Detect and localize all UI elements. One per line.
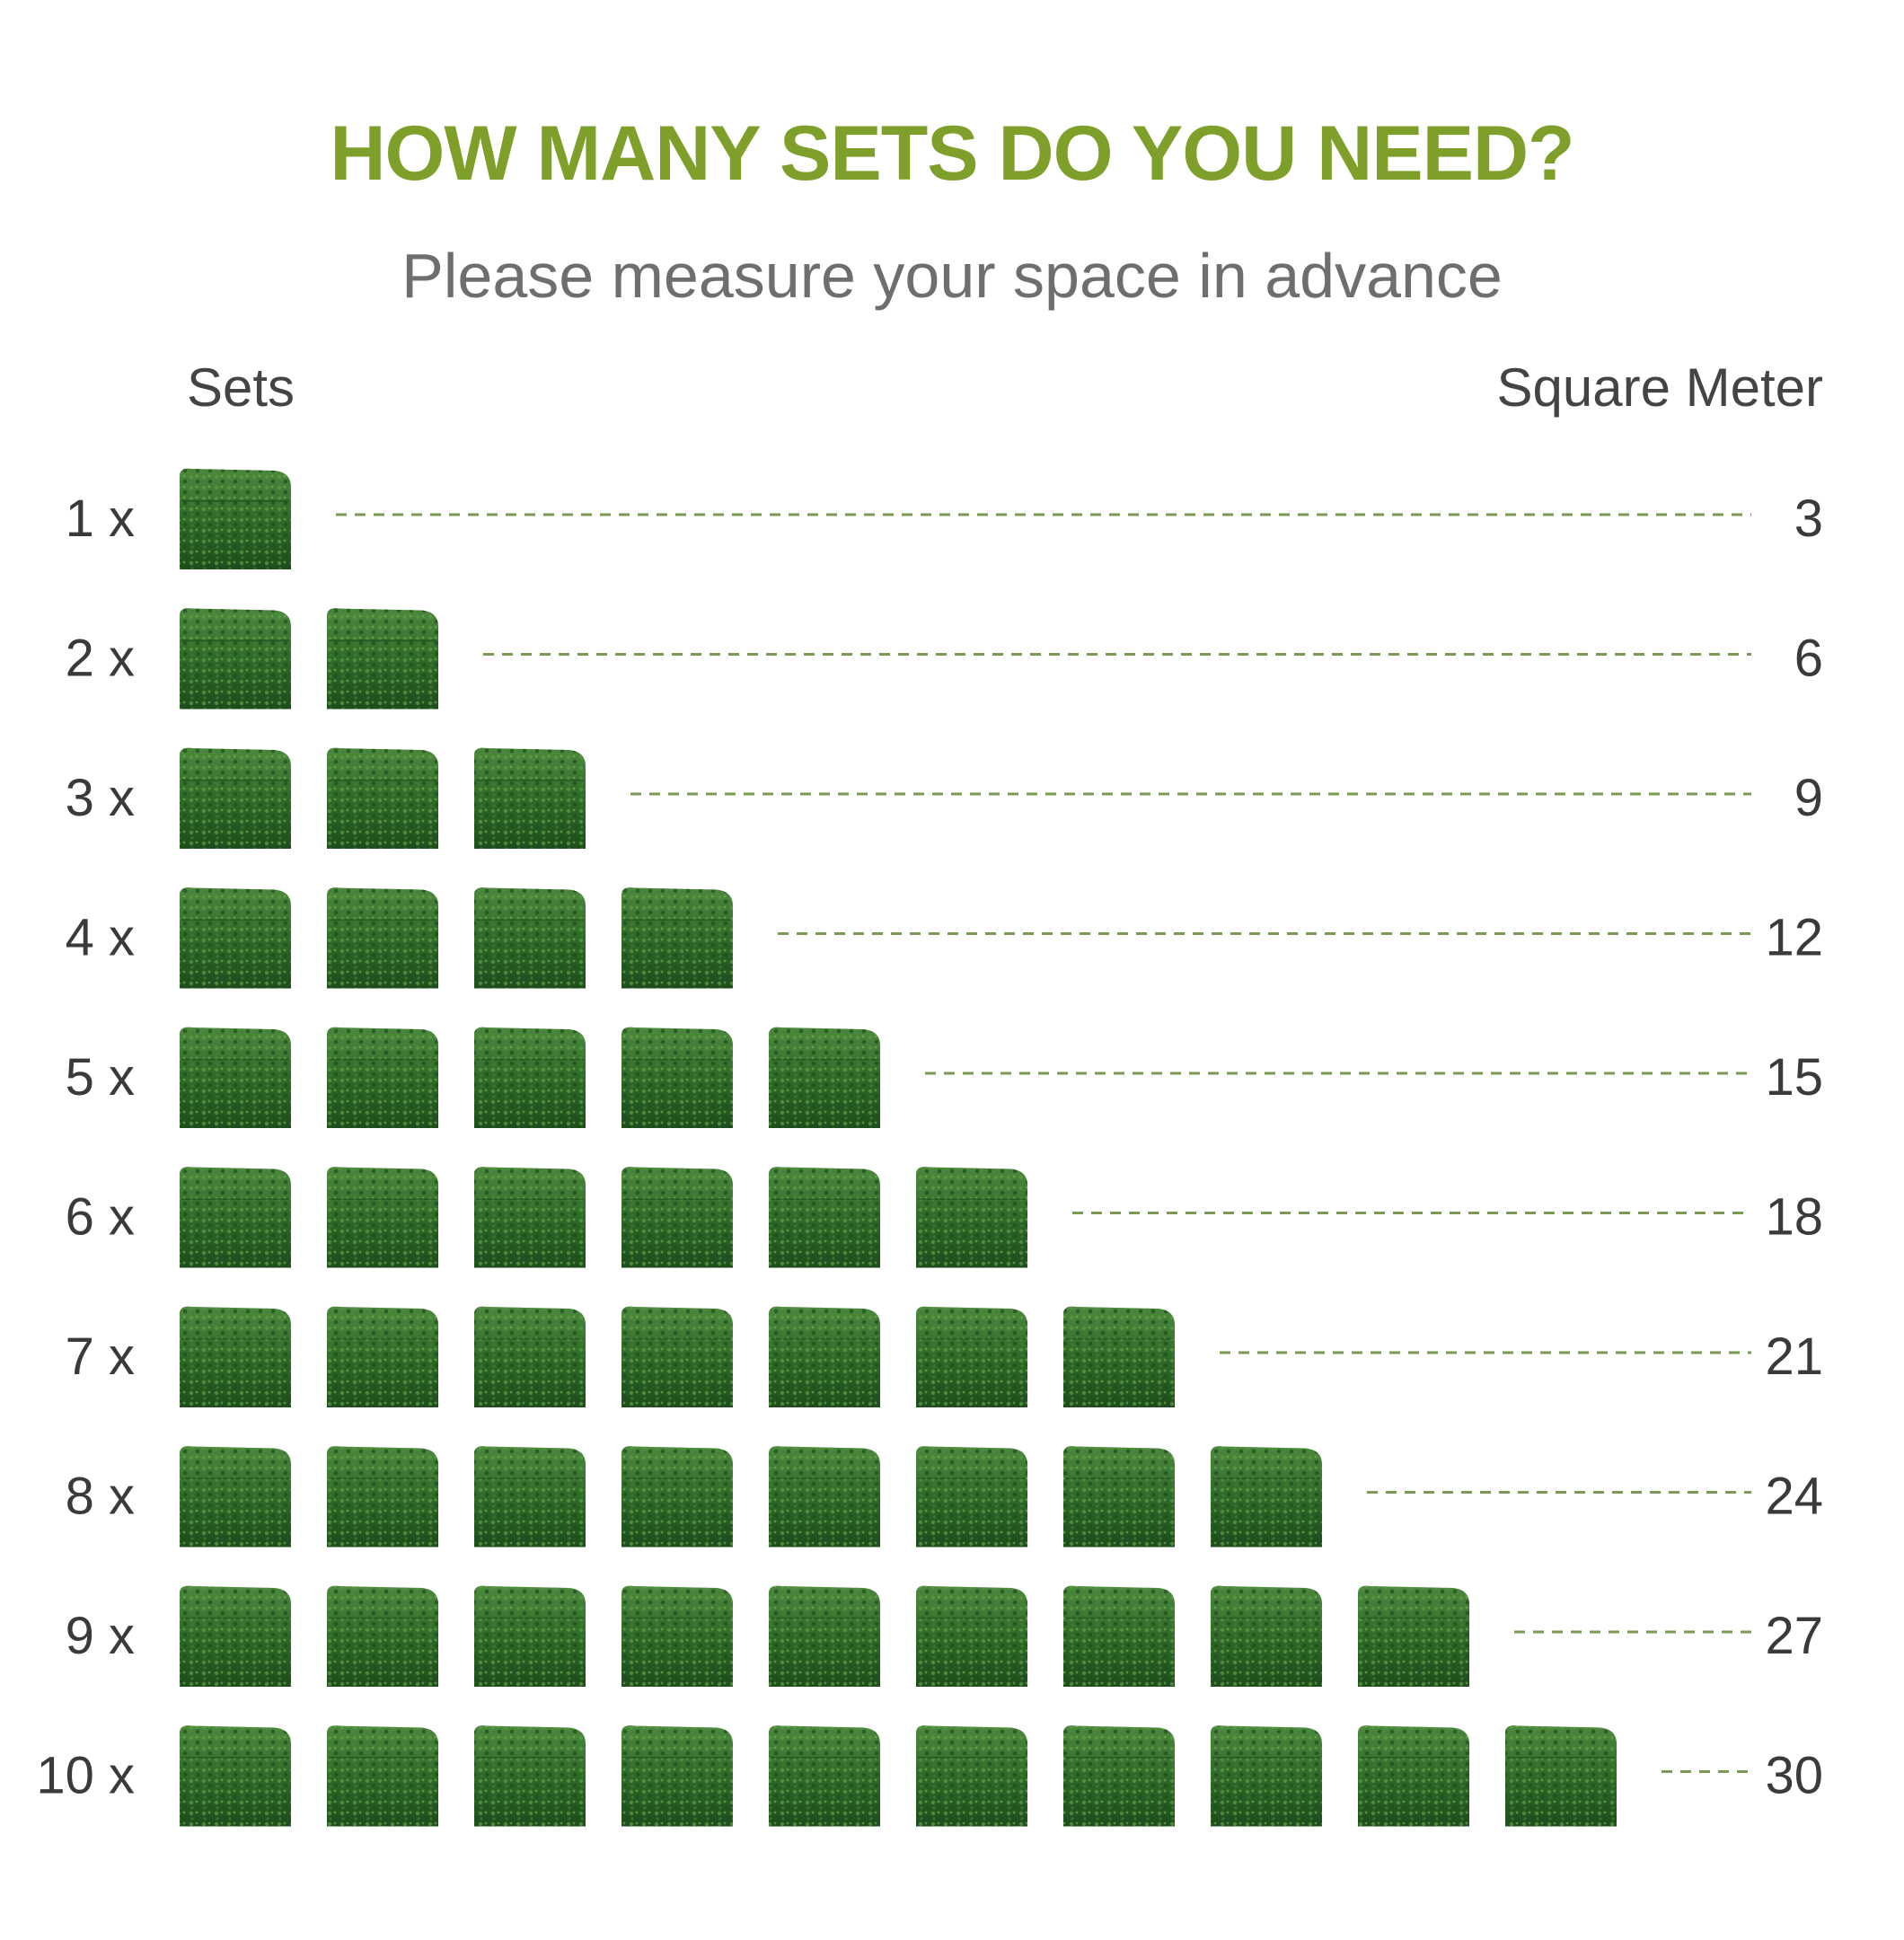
hedge-panel-icon [180, 1027, 291, 1128]
hedge-panel-icon [1505, 1725, 1617, 1827]
hedge-panel-icon [1063, 1585, 1175, 1687]
hedge-panel-icon [474, 1725, 586, 1827]
sets-row: 9 x 27 [66, 1585, 1823, 1687]
hedge-panel-icon [474, 1306, 586, 1407]
sets-row: 8 x 24 [66, 1446, 1823, 1548]
hedge-panel-icon [769, 1306, 880, 1407]
row-label: 8 x [66, 1468, 135, 1526]
hedge-panel-icon [621, 1446, 733, 1548]
hedge-panel-icon [180, 1306, 291, 1407]
hedge-panel-icon [180, 608, 291, 710]
row-label: 5 x [66, 1048, 135, 1107]
square-meter-value: 24 [1765, 1468, 1823, 1526]
square-meter-value: 12 [1765, 909, 1823, 967]
hedge-panel-icon [621, 1585, 733, 1687]
row-label: 7 x [66, 1327, 135, 1386]
hedge-panel-icon [327, 1167, 438, 1268]
hedge-panel-icon [1063, 1306, 1175, 1407]
hedge-panel-icon [180, 1585, 291, 1687]
row-label: 9 x [66, 1607, 135, 1665]
sets-row: 7 x 21 [66, 1306, 1823, 1407]
hedge-panel-icon [474, 887, 586, 989]
hedge-panel-icon [180, 468, 291, 569]
hedge-panel-icon [769, 1167, 880, 1268]
hedge-panel-icon [1211, 1446, 1322, 1548]
hedge-panel-icon [621, 1725, 733, 1827]
row-label: 3 x [66, 769, 135, 827]
square-meter-value: 9 [1794, 769, 1823, 827]
square-meter-value: 21 [1765, 1327, 1823, 1386]
hedge-panel-icon [474, 1167, 586, 1268]
hedge-panel-icon [621, 1027, 733, 1128]
square-meter-value: 6 [1794, 630, 1823, 688]
hedge-panel-icon [916, 1306, 1027, 1407]
chart-title: HOW MANY SETS DO YOU NEED? [330, 110, 1574, 197]
hedge-panel-icon [1358, 1585, 1469, 1687]
sets-row: 10 x 30 [36, 1725, 1823, 1827]
row-label: 4 x [66, 909, 135, 967]
sets-row: 1 x 3 [66, 468, 1823, 569]
square-meter-value: 15 [1765, 1048, 1823, 1107]
hedge-panel-icon [327, 608, 438, 710]
hedge-panel-icon [327, 1725, 438, 1827]
hedge-panel-icon [1211, 1725, 1322, 1827]
row-label: 10 x [36, 1747, 135, 1805]
hedge-panel-icon [621, 1306, 733, 1407]
sets-row: 5 x 15 [66, 1027, 1823, 1128]
hedge-panel-icon [621, 887, 733, 989]
hedge-panel-icon [769, 1725, 880, 1827]
hedge-panel-icon [769, 1446, 880, 1548]
hedge-panel-icon [327, 747, 438, 849]
sets-column-header: Sets [187, 357, 295, 418]
hedge-panel-icon [1358, 1725, 1469, 1827]
sets-row: 3 x 9 [66, 747, 1823, 849]
hedge-panel-icon [916, 1725, 1027, 1827]
square-meter-value: 3 [1794, 489, 1823, 548]
square-meter-value: 27 [1765, 1607, 1823, 1665]
square-meter-value: 18 [1765, 1188, 1823, 1247]
hedge-panel-icon [474, 1585, 586, 1687]
hedge-panel-icon [180, 1725, 291, 1827]
hedge-panel-icon [474, 1446, 586, 1548]
hedge-panel-icon [1063, 1446, 1175, 1548]
hedge-panel-icon [1063, 1725, 1175, 1827]
sets-row: 4 x 12 [66, 887, 1823, 989]
row-label: 2 x [66, 630, 135, 688]
hedge-panel-icon [916, 1167, 1027, 1268]
hedge-panel-icon [327, 1027, 438, 1128]
square-meter-column-header: Square Meter [1496, 357, 1823, 418]
hedge-panel-icon [474, 747, 586, 849]
hedge-panel-icon [180, 1167, 291, 1268]
row-label: 1 x [66, 489, 135, 548]
square-meter-value: 30 [1765, 1747, 1823, 1805]
hedge-panel-icon [327, 1446, 438, 1548]
sets-row: 2 x 6 [66, 608, 1823, 710]
hedge-panel-icon [916, 1446, 1027, 1548]
hedge-panel-icon [769, 1585, 880, 1687]
hedge-panel-icon [916, 1585, 1027, 1687]
hedge-panel-icon [474, 1027, 586, 1128]
hedge-panel-icon [327, 887, 438, 989]
sets-row: 6 x 18 [66, 1167, 1823, 1268]
hedge-panel-icon [621, 1167, 733, 1268]
hedge-panel-icon [180, 887, 291, 989]
hedge-panel-icon [180, 1446, 291, 1548]
hedge-panel-icon [327, 1306, 438, 1407]
chart-subtitle: Please measure your space in advance [401, 241, 1503, 311]
hedge-panel-icon [327, 1585, 438, 1687]
hedge-panel-icon [180, 747, 291, 849]
row-label: 6 x [66, 1188, 135, 1247]
hedge-panel-icon [1211, 1585, 1322, 1687]
hedge-panel-icon [769, 1027, 880, 1128]
